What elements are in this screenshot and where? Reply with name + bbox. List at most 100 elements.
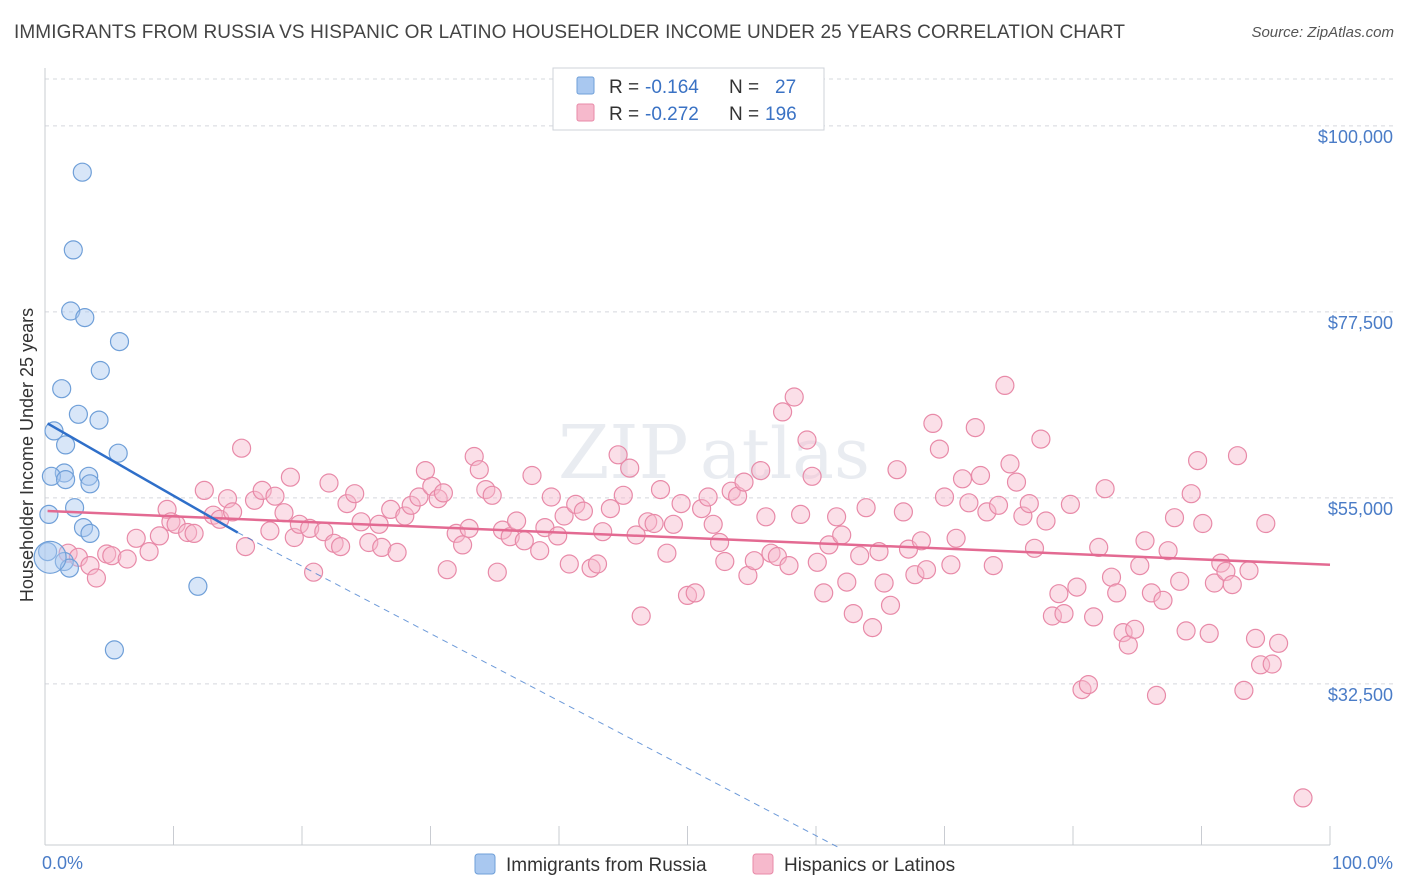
hispanics-point-113 bbox=[826, 507, 847, 527]
hispanics-point-188 bbox=[1268, 633, 1289, 653]
hispanics-point-14 bbox=[184, 523, 204, 544]
hispanics-point-46 bbox=[409, 487, 429, 507]
stats-r-label-1: R = bbox=[609, 77, 639, 98]
hispanics-point-56 bbox=[469, 460, 489, 480]
russia-trend-extension bbox=[237, 532, 842, 850]
hispanics-point-107 bbox=[790, 504, 811, 525]
hispanics-point-93 bbox=[709, 532, 730, 553]
hispanics-point-187 bbox=[1262, 654, 1282, 674]
hispanics-point-131 bbox=[934, 487, 955, 507]
hispanics-point-116 bbox=[843, 603, 863, 624]
hispanics-point-51 bbox=[437, 560, 457, 580]
hispanics-point-124 bbox=[893, 502, 914, 522]
hispanics-point-85 bbox=[657, 543, 677, 563]
stats-r-value-2: -0.272 bbox=[645, 104, 699, 125]
russia-point-24 bbox=[188, 576, 208, 596]
legend-swatch-russia bbox=[474, 853, 496, 875]
hispanics-point-49 bbox=[428, 489, 448, 509]
hispanics-point-20 bbox=[232, 438, 252, 458]
hispanics-point-53 bbox=[453, 535, 473, 555]
hispanics-point-68 bbox=[548, 526, 568, 546]
hispanics-point-170 bbox=[1164, 508, 1185, 528]
hispanics-point-175 bbox=[1193, 513, 1213, 534]
legend-label-russia: Immigrants from Russia bbox=[506, 855, 707, 876]
russia-point-26 bbox=[33, 540, 67, 574]
hispanics-point-67 bbox=[541, 487, 561, 507]
hispanics-point-143 bbox=[1006, 472, 1027, 492]
x-tick-label-min: 0.0% bbox=[42, 853, 83, 873]
russia-point-8 bbox=[89, 410, 109, 430]
russia-point-10 bbox=[55, 435, 76, 455]
russia-point-14 bbox=[79, 466, 99, 486]
russia-point-16 bbox=[80, 474, 100, 494]
hispanics-point-117 bbox=[850, 546, 870, 566]
russia-points bbox=[33, 162, 208, 660]
hispanics-point-166 bbox=[1141, 583, 1162, 603]
series-legend: Immigrants from Russia Hispanics or Lati… bbox=[474, 853, 955, 876]
stats-n-label-2: N = bbox=[729, 104, 759, 125]
hispanics-point-151 bbox=[1054, 603, 1074, 624]
hispanics-point-31 bbox=[304, 562, 324, 582]
hispanics-point-21 bbox=[235, 536, 256, 557]
stats-legend: R = -0.164 N = 27 R = -0.272 N = 196 bbox=[552, 67, 825, 131]
russia-point-7 bbox=[68, 404, 89, 424]
hispanics-point-165 bbox=[1135, 531, 1155, 551]
stats-n-value-1: 27 bbox=[775, 77, 796, 98]
russia-point-6 bbox=[52, 379, 72, 399]
hispanics-point-76 bbox=[600, 499, 621, 519]
hispanics-point-135 bbox=[959, 493, 979, 513]
hispanics-point-137 bbox=[970, 465, 991, 486]
hispanics-point-87 bbox=[671, 494, 691, 514]
hispanics-point-42 bbox=[381, 499, 401, 519]
hispanics-point-90 bbox=[691, 499, 712, 519]
hispanics-point-19 bbox=[223, 502, 243, 522]
hispanics-point-119 bbox=[862, 617, 883, 638]
hispanics-point-156 bbox=[1083, 607, 1104, 627]
hispanics-point-171 bbox=[1170, 571, 1190, 591]
hispanics-point-15 bbox=[194, 480, 214, 500]
hispanics-point-24 bbox=[260, 521, 280, 541]
hispanics-point-88 bbox=[677, 585, 698, 606]
hispanics-point-83 bbox=[644, 513, 664, 534]
hispanics-point-104 bbox=[772, 402, 793, 422]
hispanics-point-130 bbox=[929, 439, 950, 459]
hispanics-point-35 bbox=[331, 536, 351, 557]
hispanics-point-27 bbox=[280, 467, 300, 487]
hispanics-point-147 bbox=[1031, 429, 1051, 449]
hispanics-point-136 bbox=[965, 418, 985, 438]
stats-legend-swatch-blue bbox=[576, 76, 595, 95]
hispanics-point-92 bbox=[703, 514, 723, 534]
hispanics-point-72 bbox=[573, 501, 594, 521]
hispanics-point-71 bbox=[566, 494, 586, 514]
hispanics-point-89 bbox=[685, 583, 705, 603]
hispanics-point-128 bbox=[916, 560, 937, 580]
hispanics-point-129 bbox=[923, 413, 943, 433]
hispanics-point-22 bbox=[244, 490, 265, 510]
hispanics-point-33 bbox=[319, 473, 339, 493]
hispanics-point-145 bbox=[1019, 494, 1039, 514]
hispanics-point-75 bbox=[593, 522, 613, 542]
hispanics-point-106 bbox=[784, 387, 804, 407]
russia-point-1 bbox=[63, 240, 83, 260]
russia-point-3 bbox=[75, 308, 95, 328]
hispanics-point-78 bbox=[613, 485, 633, 505]
hispanics-point-123 bbox=[887, 460, 907, 480]
hispanics-point-186 bbox=[1256, 513, 1276, 534]
hispanics-point-184 bbox=[1245, 628, 1266, 649]
hispanics-point-82 bbox=[638, 512, 658, 532]
watermark-atlas: atlas bbox=[700, 413, 870, 495]
hispanics-point-111 bbox=[814, 583, 834, 603]
hispanics-point-140 bbox=[988, 495, 1009, 515]
y-tick-label-1: $77,500 bbox=[1328, 313, 1393, 333]
hispanics-point-105 bbox=[779, 555, 799, 576]
hispanics-point-81 bbox=[631, 606, 651, 626]
hispanics-point-84 bbox=[650, 480, 671, 500]
hispanics-point-121 bbox=[874, 573, 894, 593]
hispanics-point-94 bbox=[715, 551, 735, 572]
hispanics-point-122 bbox=[880, 595, 901, 615]
hispanics-point-26 bbox=[274, 503, 294, 523]
hispanics-point-9 bbox=[149, 526, 169, 546]
stats-n-value-2: 196 bbox=[765, 104, 797, 125]
hispanics-point-62 bbox=[506, 511, 527, 531]
hispanics-point-160 bbox=[1107, 583, 1127, 603]
